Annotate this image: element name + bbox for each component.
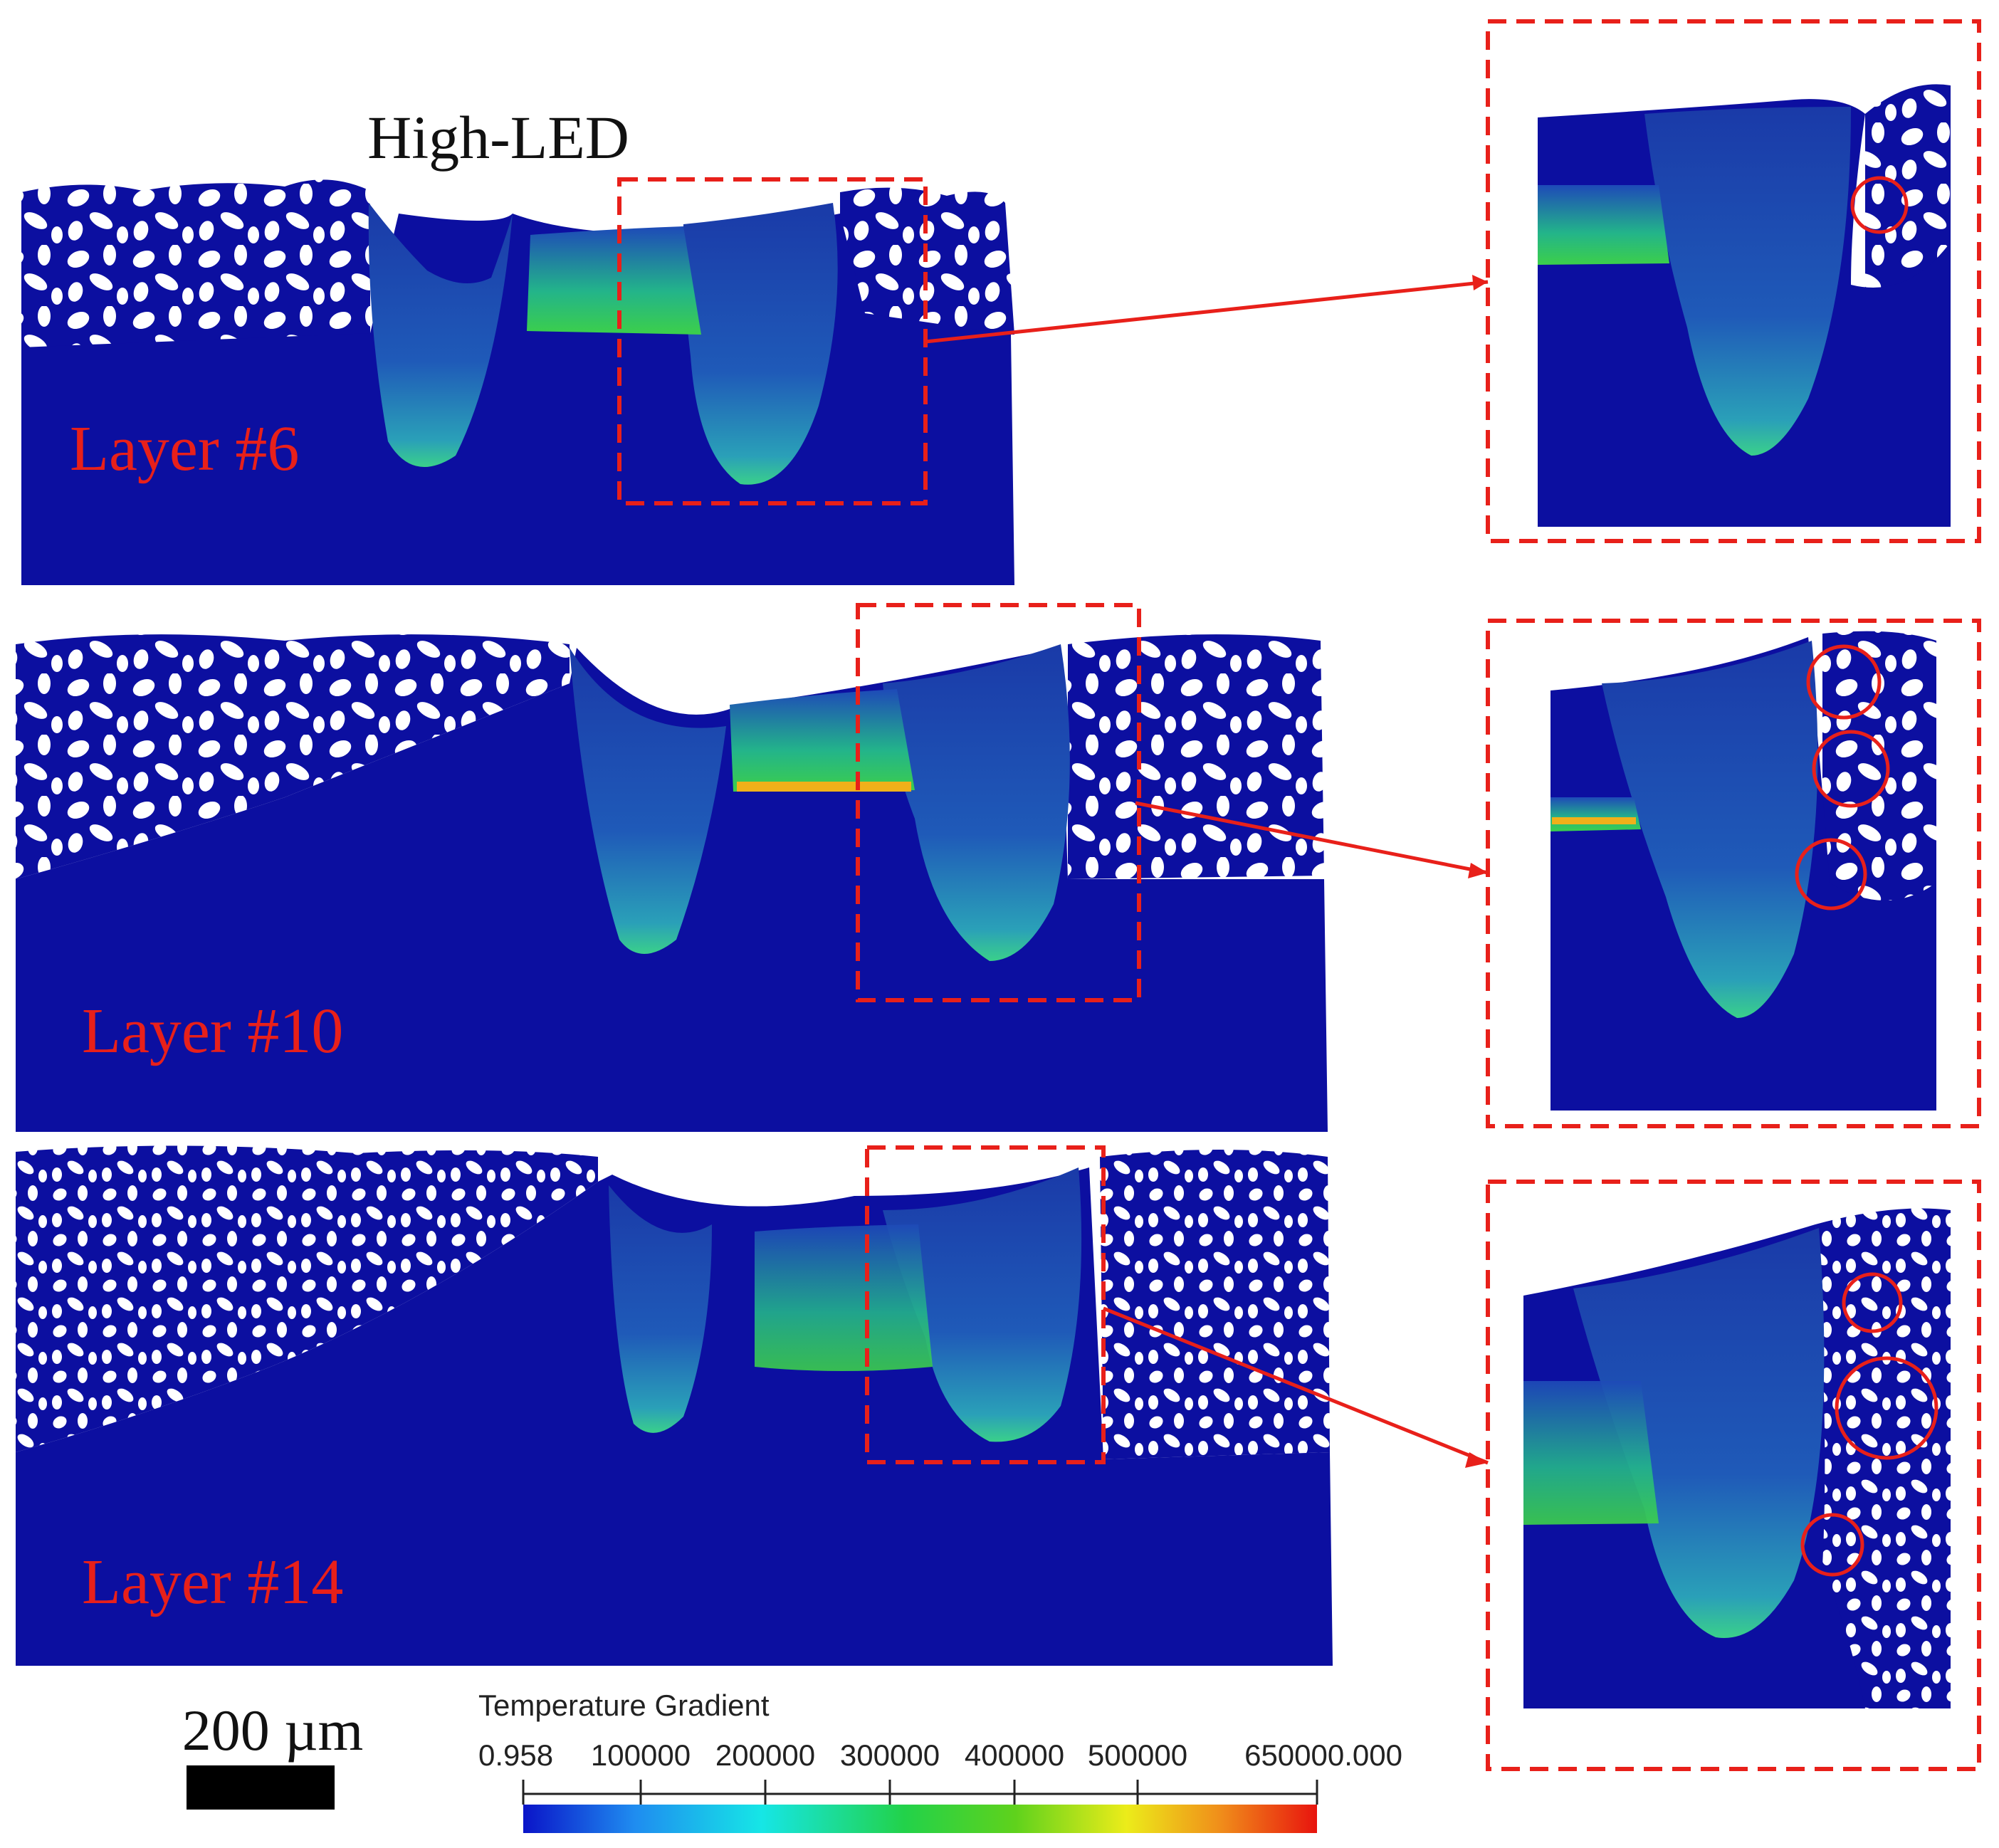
- melt-pool: [609, 1185, 712, 1433]
- colorbar-tick-label: 500000: [1088, 1738, 1187, 1772]
- colorbar-title: Temperature Gradient: [478, 1689, 770, 1722]
- melt-pool: [1644, 107, 1851, 456]
- colorbar-tick-label: 200000: [715, 1738, 815, 1772]
- zoom-arrow: [925, 280, 1489, 344]
- powder-layer: [1822, 631, 1936, 925]
- powder-layer: [840, 187, 1014, 342]
- heat-band: [1551, 797, 1641, 831]
- powder-layer: [21, 179, 370, 349]
- scale-bar-label: 200 µm: [182, 1698, 364, 1763]
- defect-circle: [1795, 838, 1867, 910]
- figure-title: High-LED: [367, 103, 629, 172]
- colorbar-gradient: [523, 1805, 1317, 1833]
- heat-band: [527, 226, 701, 335]
- panel-layer-14: Layer #14: [16, 1145, 1489, 1666]
- zoom-inset-layer-6: [1486, 19, 1981, 543]
- layer-label: Layer #14: [82, 1547, 343, 1617]
- melt-pool: [683, 203, 838, 485]
- powder-layer: [1100, 1150, 1330, 1459]
- arrow-head: [1472, 275, 1488, 290]
- scale-bar-rect: [187, 1765, 335, 1810]
- colorbar-tick-label: 400000: [965, 1738, 1064, 1772]
- melt-pool: [883, 644, 1070, 961]
- colorbar-min-label: 0.958: [478, 1738, 553, 1772]
- heat-band-hot: [737, 782, 911, 792]
- scale-bar: 200 µm: [182, 1698, 364, 1810]
- panel-layer-6: Layer #6: [21, 177, 1489, 585]
- layer-label: Layer #6: [70, 414, 299, 484]
- panel-layer-10: Layer #10: [16, 603, 1489, 1132]
- zoom-region-box: [865, 1145, 1106, 1464]
- inset-frame: [1486, 1180, 1981, 1771]
- powder-layer: [1068, 634, 1324, 879]
- powder-layer: [16, 634, 570, 879]
- heat-band: [755, 1224, 933, 1371]
- melt-pool: [1602, 641, 1818, 1018]
- arrow-head: [1465, 1452, 1488, 1468]
- heat-band: [730, 689, 915, 792]
- arrow-head: [1468, 863, 1488, 878]
- inset-frame: [1486, 19, 1981, 543]
- defect-circle: [1806, 644, 1882, 720]
- inset-frame: [1486, 619, 1981, 1128]
- zoom-region-box: [856, 603, 1141, 1002]
- layer-label: Layer #10: [82, 996, 343, 1066]
- melt-pool: [570, 648, 726, 954]
- defect-circle: [1835, 1356, 1938, 1460]
- heat-band-hot: [1552, 817, 1636, 824]
- heat-band: [1538, 185, 1669, 265]
- zoom-arrow: [1103, 1306, 1489, 1465]
- zoom-inset-layer-14: [1486, 1180, 1981, 1771]
- colorbar-tick-label: 300000: [840, 1738, 940, 1772]
- colorbar: Temperature Gradient 0.958 100000 200000…: [478, 1689, 1402, 1833]
- melt-pool: [1573, 1228, 1825, 1638]
- melt-pool: [368, 203, 513, 467]
- melt-pool: [883, 1167, 1082, 1442]
- colorbar-tick-label: 100000: [591, 1738, 691, 1772]
- defect-circle: [1842, 1272, 1903, 1333]
- colorbar-max-label: 650000.000: [1244, 1738, 1402, 1772]
- zoom-arrow: [1135, 801, 1489, 875]
- defect-circle: [1800, 1513, 1864, 1577]
- powder-layer: [16, 1145, 598, 1452]
- defect-circle: [1850, 176, 1909, 234]
- heat-band: [1523, 1381, 1659, 1525]
- defect-circle: [1812, 730, 1890, 808]
- zoom-inset-layer-10: [1486, 619, 1981, 1128]
